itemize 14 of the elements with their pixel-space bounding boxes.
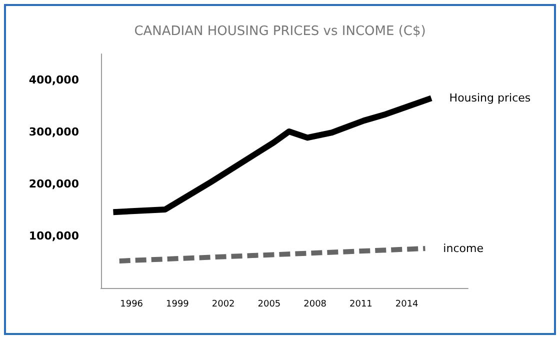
y-tick-label: 400,000 (28, 74, 80, 86)
x-tick-label: 1996 (120, 300, 144, 310)
y-tick-label: 300,000 (28, 126, 80, 138)
x-tick-label: 2005 (258, 300, 281, 310)
x-tick-label: 2014 (395, 300, 419, 310)
x-tick-label: 2011 (350, 300, 372, 310)
series-label: income (443, 242, 484, 255)
series-label: Housing prices (449, 92, 531, 105)
x-tick-label: 2008 (304, 300, 327, 310)
x-tick-label: 1999 (166, 300, 190, 310)
y-tick-label: 100,000 (28, 230, 80, 242)
y-tick-label: 200,000 (28, 178, 80, 190)
chart-title: CANADIAN HOUSING PRICES vs INCOME (C$) (134, 24, 426, 39)
x-tick-label: 2002 (212, 300, 235, 310)
